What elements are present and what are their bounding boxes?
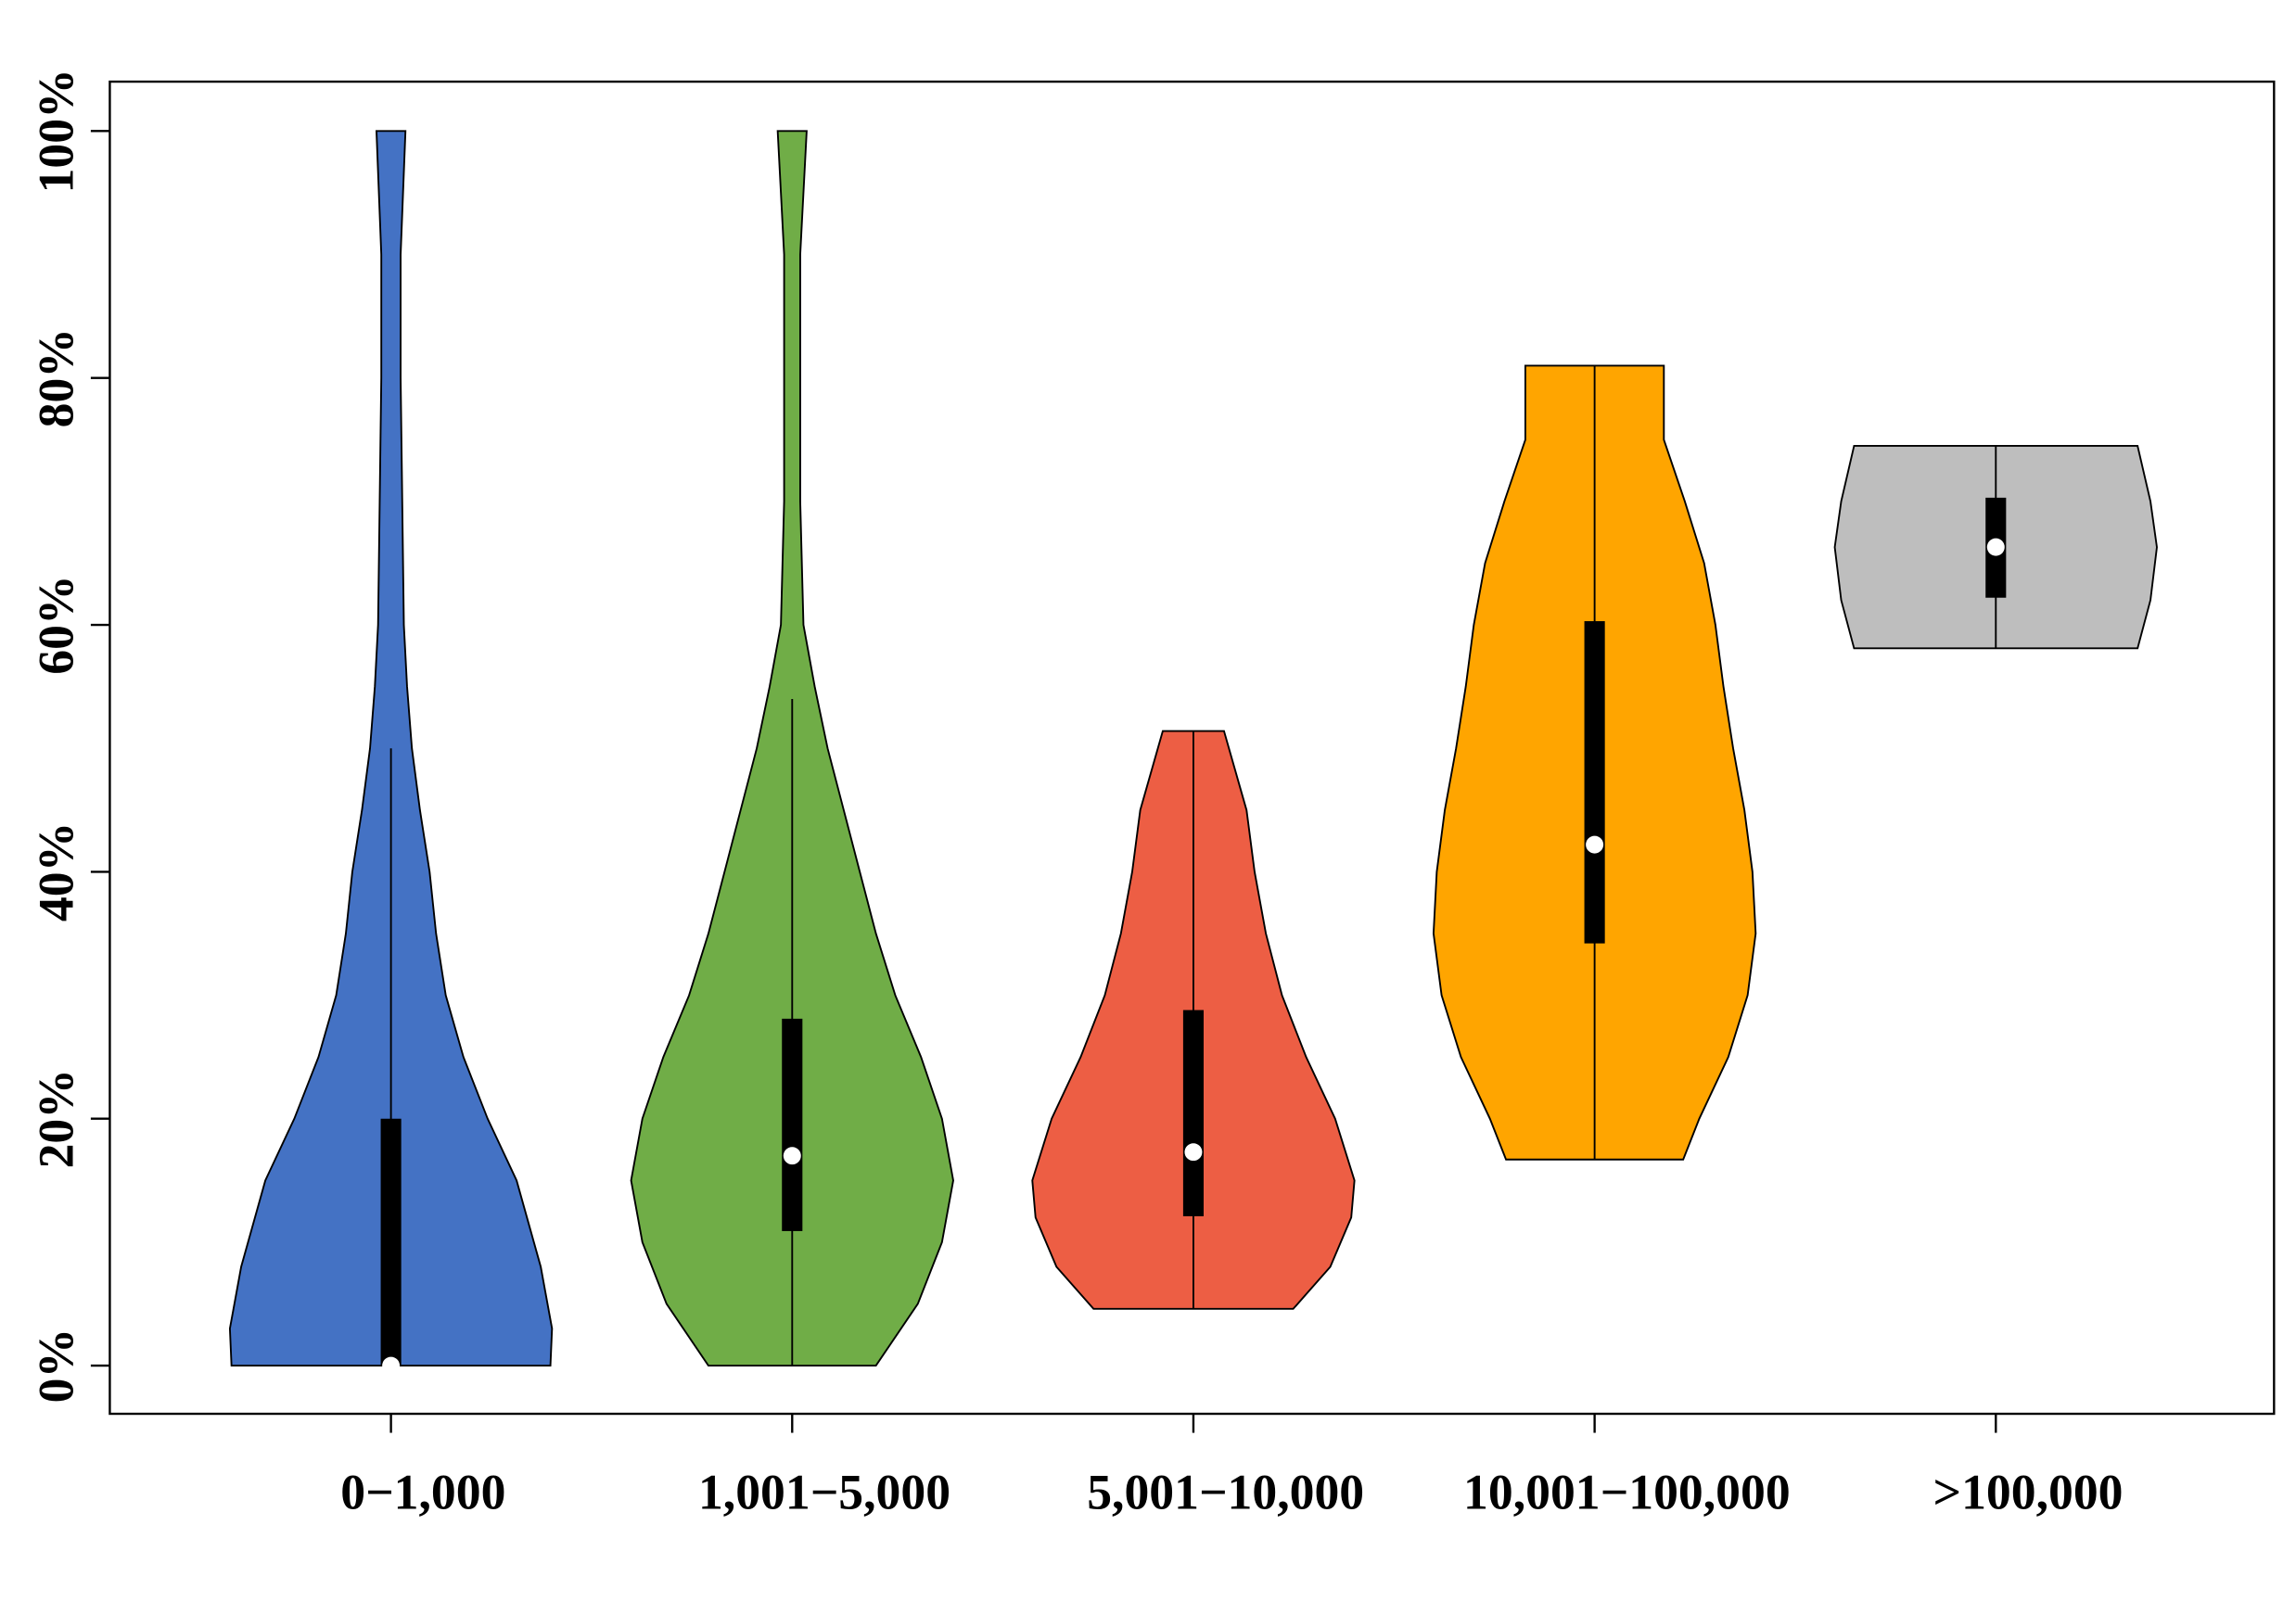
- y-tick-label: 20%: [29, 1069, 84, 1168]
- violin-body: [228, 130, 554, 1367]
- median: [783, 1147, 801, 1165]
- x-tick-label: 5,001−10,000: [1087, 1465, 1364, 1520]
- x-tick-label: 10,001−100,000: [1463, 1465, 1791, 1520]
- iqr-box: [1182, 1010, 1205, 1216]
- median: [1184, 1143, 1203, 1162]
- median: [1586, 835, 1604, 854]
- plot-frame: [108, 80, 2276, 1416]
- y-tick-label: 100%: [29, 69, 84, 193]
- iqr-box: [782, 1018, 803, 1231]
- x-tick-label: 0−1,000: [340, 1465, 505, 1520]
- y-tick-label: 40%: [29, 822, 84, 921]
- y-tick-label: 0%: [29, 1328, 84, 1404]
- y-tick-label: 60%: [29, 575, 84, 674]
- x-tick-label: >100,000: [1933, 1465, 2124, 1520]
- iqr-box: [380, 1118, 402, 1366]
- x-tick-label: 1,001−5,000: [698, 1465, 950, 1520]
- y-tick-label: 80%: [29, 328, 84, 427]
- iqr-box: [1584, 621, 1605, 944]
- median: [382, 1356, 401, 1375]
- median: [1986, 538, 2005, 556]
